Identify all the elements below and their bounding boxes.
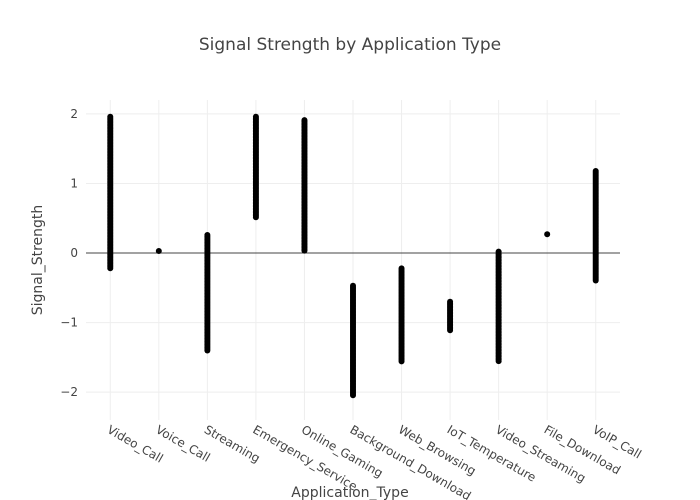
series-File_Download (544, 231, 551, 238)
series-Streaming (204, 231, 211, 354)
series-Online_Gaming (301, 117, 308, 254)
series-Voice_Call (155, 247, 162, 254)
data-point (592, 277, 599, 284)
y-tick-label: −1 (60, 316, 78, 330)
y-tick-label: −2 (60, 385, 78, 399)
chart-title: Signal Strength by Application Type (199, 35, 501, 55)
data-point (155, 247, 162, 254)
data-point (447, 327, 454, 334)
series-Web_Browsing (398, 265, 405, 365)
y-tick-labels: −2 −1 0 1 2 (60, 107, 78, 399)
series-IoT_Temperature (447, 298, 454, 334)
data-points (107, 113, 599, 399)
x-axis-label: Application_Type (291, 485, 408, 500)
y-axis-label: Signal_Strength (30, 205, 46, 316)
data-point (398, 358, 405, 365)
data-point (301, 247, 308, 254)
data-point (495, 358, 502, 365)
series-Video_Call (107, 113, 114, 272)
series-Background_Download (350, 282, 356, 399)
data-point (204, 347, 211, 354)
data-point (252, 214, 259, 221)
series-Video_Streaming (495, 248, 502, 365)
data-point (107, 265, 114, 272)
y-tick-label: 2 (70, 107, 78, 121)
data-point (544, 231, 551, 238)
series-Emergency_Service (252, 113, 259, 221)
data-point (350, 392, 356, 399)
y-tick-label: 1 (70, 176, 78, 190)
series-VoIP_Call (592, 167, 599, 284)
y-tick-label: 0 (70, 246, 78, 260)
